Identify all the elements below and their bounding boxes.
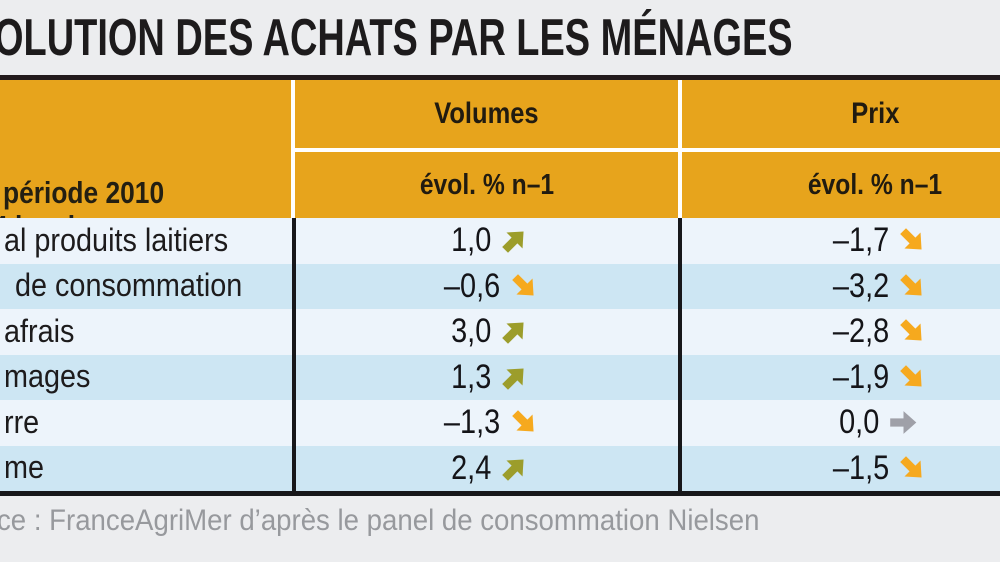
trend-arrow-icon xyxy=(900,319,922,341)
volume-cell: 1,3 xyxy=(295,355,678,401)
trend-arrow-icon xyxy=(502,459,524,481)
price-value: 0,0 xyxy=(839,403,880,442)
trend-arrow-icon xyxy=(511,410,534,432)
row-label: al produits laitiers xyxy=(4,221,229,258)
volume-cell: 2,4 xyxy=(295,446,678,492)
column-header-volumes-label: Volumes xyxy=(434,97,539,130)
price-value: –3,2 xyxy=(832,266,890,305)
table-row: de consommation –0,6 –3,2 xyxy=(0,263,1000,310)
column-header-prix: Prix xyxy=(682,80,1000,148)
body-divider-vertical-2 xyxy=(678,218,682,491)
trend-arrow-icon xyxy=(889,411,916,435)
trend-arrow-icon xyxy=(900,364,922,387)
row-label: afrais xyxy=(4,312,75,349)
table-row: me 2,4 –1,5 xyxy=(0,445,1000,492)
price-value: –1,7 xyxy=(832,221,890,260)
table-row: mages 1,3 –1,9 xyxy=(0,354,1000,401)
source-caption: ce : FranceAgriMer d’après le panel de c… xyxy=(0,504,760,537)
price-value: –1,5 xyxy=(832,448,890,487)
row-label: mages xyxy=(4,358,91,395)
top-divider xyxy=(0,75,1000,80)
column-subheader-prix: évol. % n–1 xyxy=(682,152,1000,218)
column-header-volumes: Volumes xyxy=(295,80,678,148)
price-cell: –2,8 xyxy=(682,309,1000,355)
volume-cell: 1,0 xyxy=(295,218,678,264)
table-row: al produits laitiers 1,0 –1,7 xyxy=(0,218,1000,264)
volume-cell: –0,6 xyxy=(295,264,678,310)
volume-value: –1,3 xyxy=(444,403,501,442)
price-value: –2,8 xyxy=(832,312,890,351)
table-body: al produits laitiers 1,0 –1,7 de consomm… xyxy=(0,218,1000,491)
trend-arrow-icon xyxy=(502,231,524,254)
period-line-1: période 2010 xyxy=(3,175,165,210)
volume-cell: 3,0 xyxy=(295,309,678,355)
price-cell: –3,2 xyxy=(682,264,1000,310)
price-cell: –1,5 xyxy=(682,446,1000,492)
row-label: me xyxy=(4,449,45,486)
price-cell: –1,9 xyxy=(682,355,1000,401)
price-cell: –1,7 xyxy=(682,218,1000,264)
column-header-prix-label: Prix xyxy=(850,97,900,130)
body-divider-vertical-1 xyxy=(292,218,296,491)
table-row: rre –1,3 0,0 xyxy=(0,400,1000,446)
column-subheader-volumes: évol. % n–1 xyxy=(295,152,678,218)
volume-cell: –1,3 xyxy=(295,400,678,446)
volume-value: 1,3 xyxy=(450,357,492,396)
volume-value: –0,6 xyxy=(444,266,501,305)
volume-value: 3,0 xyxy=(450,312,492,351)
row-label: de consommation xyxy=(15,267,243,304)
trend-arrow-icon xyxy=(502,322,524,345)
column-subheader-volumes-label: évol. % n–1 xyxy=(419,168,554,201)
table-row: afrais 3,0 –2,8 xyxy=(0,309,1000,355)
volume-value: 2,4 xyxy=(450,448,492,487)
row-label: rre xyxy=(4,403,40,440)
volume-value: 1,0 xyxy=(450,221,492,260)
column-subheader-prix-label: évol. % n–1 xyxy=(807,168,943,201)
trend-arrow-icon xyxy=(900,455,922,478)
price-value: –1,9 xyxy=(832,357,890,396)
page-title: OLUTION DES ACHATS PAR LES MÉNAGES xyxy=(0,9,793,67)
header-divider-horizontal xyxy=(291,148,1000,152)
price-cell: 0,0 xyxy=(682,400,1000,446)
trend-arrow-icon xyxy=(900,228,922,250)
trend-arrow-icon xyxy=(502,368,524,390)
bottom-divider xyxy=(0,491,1000,496)
trend-arrow-icon xyxy=(511,273,534,296)
trend-arrow-icon xyxy=(900,273,922,296)
